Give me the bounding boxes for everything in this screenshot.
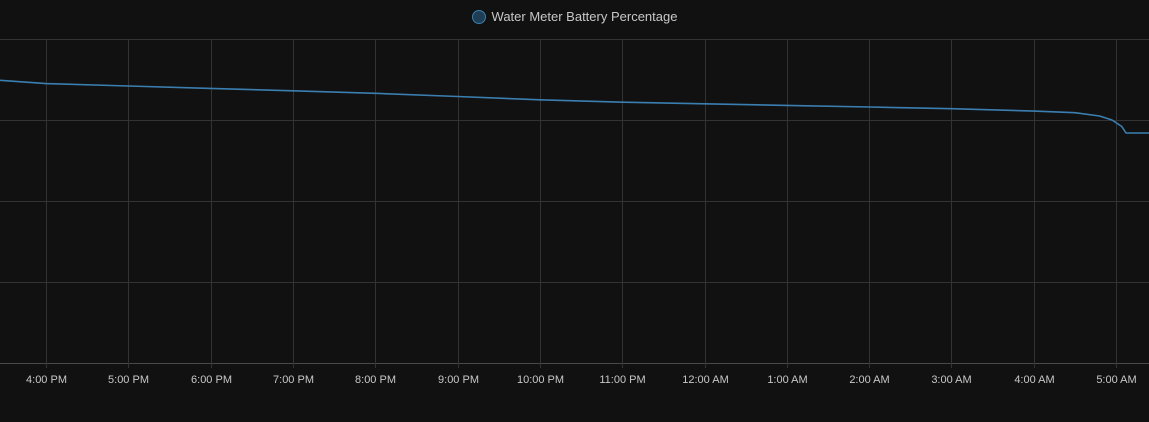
- x-tick-label: 3:00 AM: [931, 374, 971, 386]
- x-tick-label: 1:00 AM: [767, 374, 807, 386]
- x-tick-label: 8:00 PM: [355, 374, 396, 386]
- x-tick-label: 2:00 AM: [849, 374, 889, 386]
- series-line-water-meter-battery: [0, 79, 1149, 134]
- x-tick-label: 6:00 PM: [191, 374, 232, 386]
- x-tick-label: 12:00 AM: [682, 374, 728, 386]
- legend-label: Water Meter Battery Percentage: [491, 9, 678, 24]
- legend-item-water-meter-battery[interactable]: Water Meter Battery Percentage: [0, 8, 1149, 26]
- x-tick-label: 10:00 PM: [517, 374, 564, 386]
- x-tick-label: 4:00 PM: [26, 374, 67, 386]
- x-tick-label: 5:00 AM: [1096, 374, 1136, 386]
- x-tick-label: 11:00 PM: [599, 374, 645, 386]
- x-tick-label: 5:00 PM: [108, 374, 149, 386]
- x-tick-label: 7:00 PM: [273, 374, 314, 386]
- x-tick-label: 4:00 AM: [1014, 374, 1054, 386]
- legend-swatch-icon: [471, 10, 486, 24]
- x-tick-label: 9:00 PM: [438, 374, 479, 386]
